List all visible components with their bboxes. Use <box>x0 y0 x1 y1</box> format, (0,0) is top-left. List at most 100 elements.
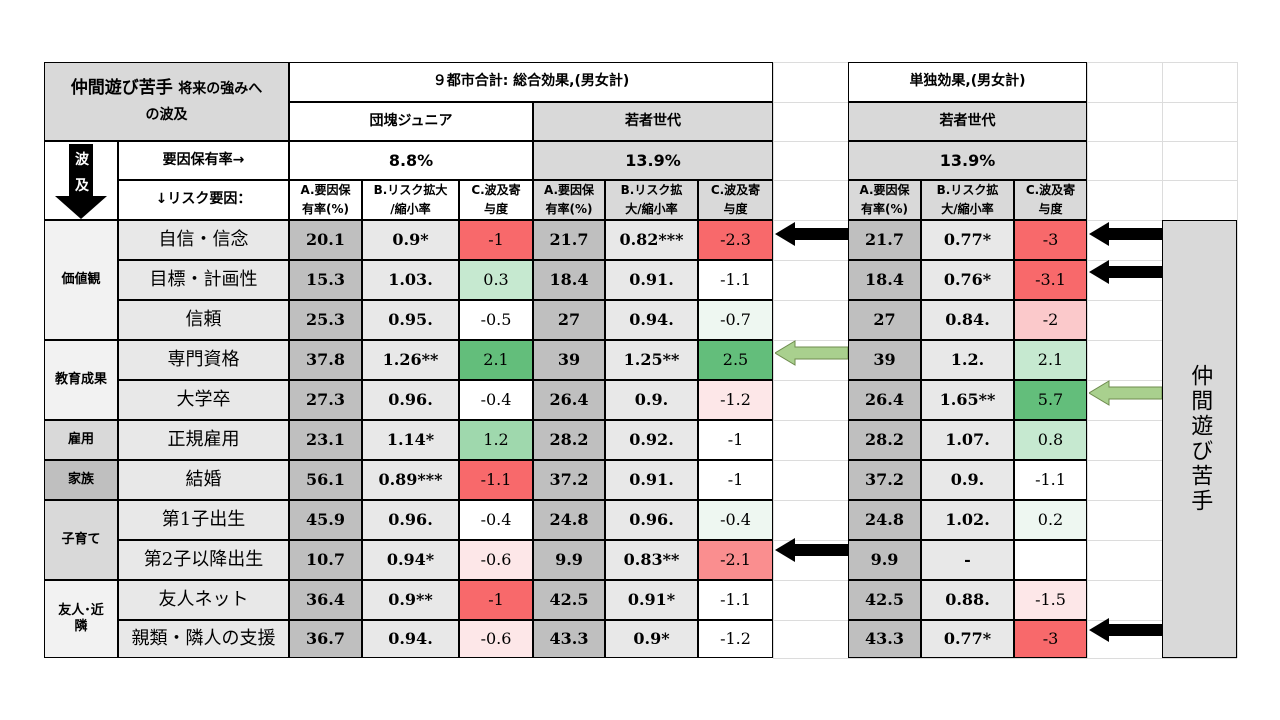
group-header-single: 単独効果,(男女計) <box>848 62 1087 102</box>
risk-factor-name: 大学卒 <box>118 380 289 420</box>
factor-rate-wakamono: 13.9% <box>533 141 773 180</box>
green-arrow-icon <box>1089 380 1162 406</box>
wakamono-B: 0.94. <box>605 300 698 340</box>
column-header: C.波及寄与度 <box>698 180 773 220</box>
column-header: A.要因保 有率(%) <box>848 180 921 220</box>
black-arrow-icon <box>1089 260 1162 284</box>
black-arrow-icon <box>775 538 848 562</box>
factor-rate-wakamono-single: 13.9% <box>848 141 1087 180</box>
column-header-line2: 大/縮小率 <box>625 202 678 216</box>
column-header-line1: B.リスク拡 <box>936 183 999 198</box>
single-B: 0.77* <box>921 620 1014 658</box>
column-header: C.波及寄 与度 <box>459 180 533 220</box>
single-C: 0.2 <box>1014 500 1087 540</box>
down-arrow-icon <box>55 144 107 219</box>
single-B: 0.9. <box>921 460 1014 500</box>
propagation-arrow-box: 波及 <box>44 141 118 220</box>
column-header-line2: 有率(%) <box>545 202 593 216</box>
title-main: 仲間遊び苦手 <box>70 78 173 99</box>
dankai-A: 23.1 <box>289 420 362 460</box>
dankai-B: 0.9** <box>362 580 459 620</box>
dankai-A: 56.1 <box>289 460 362 500</box>
side-label-box: 仲間遊び苦手 <box>1162 220 1237 658</box>
wakamono-A: 39 <box>533 340 605 380</box>
dankai-B: 0.94* <box>362 540 459 580</box>
column-header-line1: A.要因保 <box>859 183 910 198</box>
single-B: - <box>921 540 1014 580</box>
wakamono-C: -0.7 <box>698 300 773 340</box>
wakamono-A: 43.3 <box>533 620 605 658</box>
dankai-A: 15.3 <box>289 260 362 300</box>
column-header-line2: 有率(%) <box>302 202 349 216</box>
single-C: -3.1 <box>1014 260 1087 300</box>
dankai-C: -0.4 <box>459 500 533 540</box>
single-A: 42.5 <box>848 580 921 620</box>
wakamono-C: -1 <box>698 460 773 500</box>
dankai-C: -0.6 <box>459 540 533 580</box>
wakamono-A: 37.2 <box>533 460 605 500</box>
single-B: 0.76* <box>921 260 1014 300</box>
dankai-A: 20.1 <box>289 220 362 260</box>
column-header: A.要因保 有率(%) <box>533 180 605 220</box>
dankai-C: 1.2 <box>459 420 533 460</box>
single-C: 2.1 <box>1014 340 1087 380</box>
dankai-C: 0.3 <box>459 260 533 300</box>
title-line1: 仲間遊び苦手 将来の強みへ <box>71 78 263 99</box>
column-header-line2: 与度 <box>723 202 748 216</box>
category-label: 子育て <box>44 500 118 580</box>
wakamono-A: 18.4 <box>533 260 605 300</box>
dankai-B: 0.9* <box>362 220 459 260</box>
risk-factor-name: 自信・信念 <box>118 220 289 260</box>
dankai-A: 36.7 <box>289 620 362 658</box>
risk-factor-name: 友人ネット <box>118 580 289 620</box>
table-title: 仲間遊び苦手 将来の強みへの波及 <box>44 62 289 141</box>
dankai-B: 0.95. <box>362 300 459 340</box>
wakamono-C: -2.3 <box>698 220 773 260</box>
dankai-A: 25.3 <box>289 300 362 340</box>
wakamono-C: -1.2 <box>698 380 773 420</box>
column-header: B.リスク拡大/縮小率 <box>605 180 698 220</box>
factor-rate-dankai: 8.8% <box>289 141 533 180</box>
wakamono-A: 28.2 <box>533 420 605 460</box>
single-C: 5.7 <box>1014 380 1087 420</box>
category-text: 価値観 <box>61 271 101 287</box>
category-label: 価値観 <box>44 220 118 340</box>
dankai-A: 27.3 <box>289 380 362 420</box>
category-label: 友人･近隣 <box>44 580 118 658</box>
dankai-C: -0.5 <box>459 300 533 340</box>
risk-factor-name: 第2子以降出生 <box>118 540 289 580</box>
black-arrow-icon <box>775 222 848 246</box>
arrow-char-2: 及 <box>75 178 89 194</box>
dankai-B: 0.94. <box>362 620 459 658</box>
column-header-line1: B.リスク拡大 <box>373 183 448 198</box>
dankai-C: -1 <box>459 220 533 260</box>
category-text: 子育て <box>61 531 101 547</box>
arrow-char-1: 波 <box>75 152 89 168</box>
column-header-line1: A.要因保 <box>300 183 351 198</box>
column-header-line1: C.波及寄 <box>710 183 761 198</box>
wakamono-B: 0.91* <box>605 580 698 620</box>
title-line2: の波及 <box>145 107 188 124</box>
single-B: 1.65** <box>921 380 1014 420</box>
risk-factor-name: 結婚 <box>118 460 289 500</box>
dankai-B: 1.14* <box>362 420 459 460</box>
dankai-C: -1 <box>459 580 533 620</box>
wakamono-A: 9.9 <box>533 540 605 580</box>
column-header: C.波及寄 与度 <box>1014 180 1087 220</box>
single-B: 0.84. <box>921 300 1014 340</box>
green-arrow-icon <box>775 340 848 366</box>
wakamono-B: 0.83** <box>605 540 698 580</box>
wakamono-B: 1.25** <box>605 340 698 380</box>
column-header: A.要因保有率(%) <box>289 180 362 220</box>
dankai-C: -0.6 <box>459 620 533 658</box>
wakamono-A: 24.8 <box>533 500 605 540</box>
single-A: 28.2 <box>848 420 921 460</box>
category-text: 雇用 <box>67 431 94 447</box>
wakamono-B: 0.82*** <box>605 220 698 260</box>
single-C: -3 <box>1014 620 1087 658</box>
wakamono-A: 27 <box>533 300 605 340</box>
black-arrow-icon <box>1089 618 1162 642</box>
column-header-line2: 与度 <box>1038 202 1063 216</box>
group-header-total: ９都市合計: 総合効果,(男女計) <box>289 62 773 102</box>
subheader-dankai: 団塊ジュニア <box>289 102 533 141</box>
